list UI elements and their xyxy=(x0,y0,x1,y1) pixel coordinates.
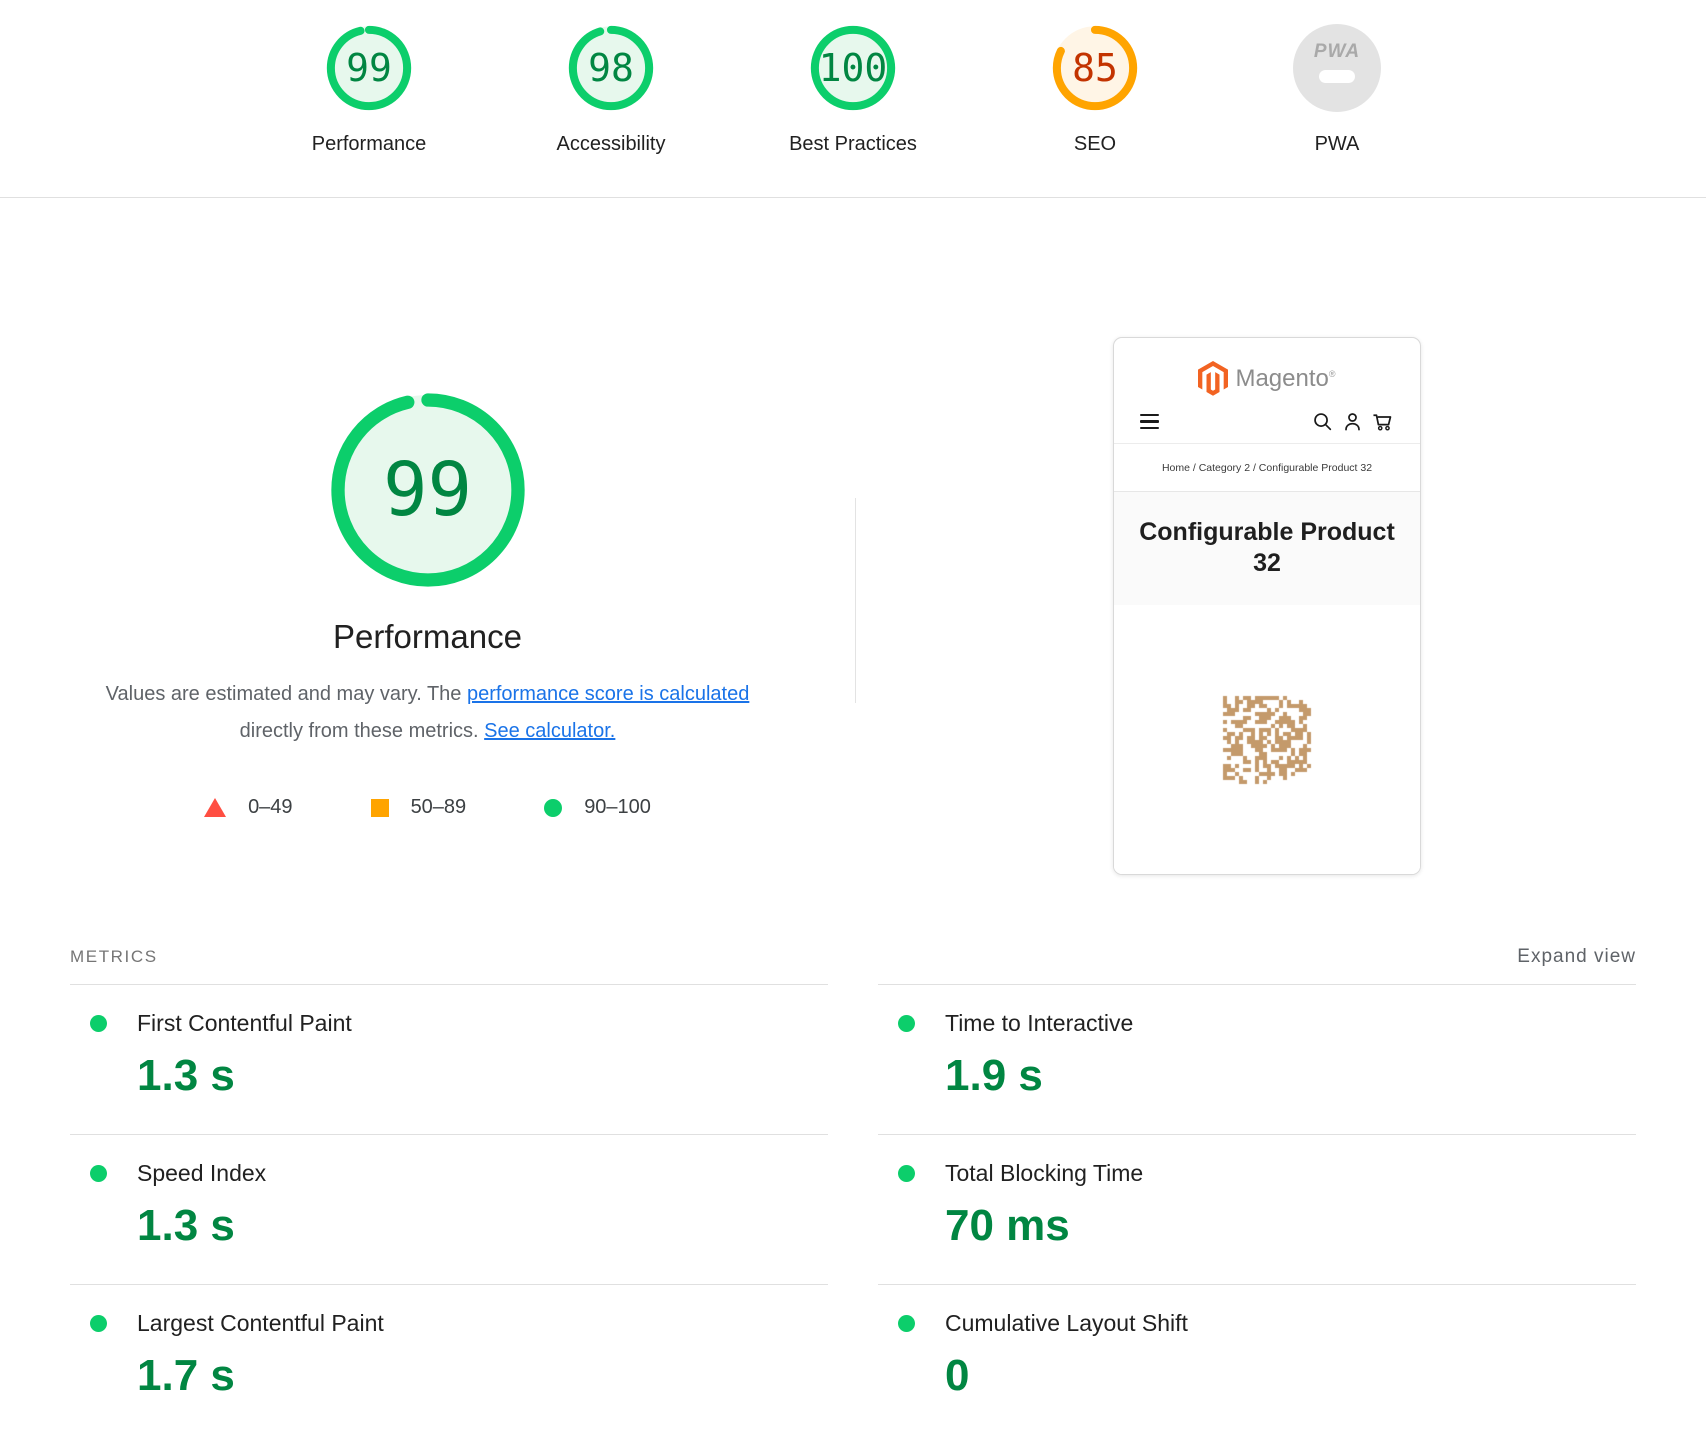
metric-value: 70 ms xyxy=(945,1201,1070,1250)
metric-value: 1.9 s xyxy=(945,1051,1043,1100)
best-practices-gauge-icon: 100 xyxy=(809,24,897,112)
score-summary-bar: 99 Performance 98 Accessibility 100 Best… xyxy=(0,0,1706,198)
performance-section-title: Performance xyxy=(333,618,522,655)
seo-label: SEO xyxy=(1073,133,1117,155)
performance-main-gauge: 99 xyxy=(328,390,528,590)
product-title: Configurable Product 32 xyxy=(1139,518,1395,577)
metric-status-dot xyxy=(898,1165,915,1182)
metric-time-to-interactive: Time to Interactive 1.9 s xyxy=(878,984,1636,1134)
summary-gauge-pwa[interactable]: PWA PWA xyxy=(1262,24,1412,156)
metric-status-dot xyxy=(90,1015,107,1032)
average-square-icon xyxy=(370,798,389,817)
summary-gauge-best-practices[interactable]: 100 Best Practices xyxy=(778,24,928,156)
account-icon xyxy=(1345,413,1360,431)
metrics-column-right: Time to Interactive 1.9 s Total Blocking… xyxy=(878,984,1636,1434)
metric-first-contentful-paint: First Contentful Paint 1.3 s xyxy=(70,984,828,1134)
pwa-label: PWA xyxy=(1314,133,1360,155)
performance-gauge-icon: 99 xyxy=(325,24,413,112)
fail-triangle-icon xyxy=(204,798,227,817)
column-divider xyxy=(855,498,856,703)
seo-gauge-icon: 85 xyxy=(1051,24,1139,112)
summary-gauge-performance[interactable]: 99 Performance xyxy=(294,24,444,156)
accessibility-label: Accessibility xyxy=(556,133,666,155)
magento-brand-text: Magento® xyxy=(1235,364,1336,392)
performance-label: Performance xyxy=(311,133,427,155)
legend-item-good: 90–100 xyxy=(544,796,651,819)
metric-status-dot xyxy=(90,1165,107,1182)
best-practices-label: Best Practices xyxy=(789,133,917,155)
good-circle-icon xyxy=(544,798,563,817)
legend-item-average: 50–89 xyxy=(370,796,467,819)
summary-gauge-accessibility[interactable]: 98 Accessibility xyxy=(536,24,686,156)
expand-view-button[interactable]: Expand view xyxy=(1517,946,1636,967)
metric-value: 1.7 s xyxy=(137,1351,235,1400)
registered-mark: ® xyxy=(1328,368,1336,379)
pwa-badge-icon: PWA xyxy=(1293,24,1381,112)
performance-main-score: 99 xyxy=(382,447,473,533)
metric-total-blocking-time: Total Blocking Time 70 ms xyxy=(878,1134,1636,1284)
pwa-badge-text: PWA xyxy=(1313,41,1361,62)
seo-score: 85 xyxy=(1072,46,1118,90)
performance-score-calculated-link[interactable]: performance score is calculated xyxy=(466,683,750,705)
accessibility-score: 98 xyxy=(588,46,634,90)
legend-range-label: 90–100 xyxy=(584,796,651,818)
product-image-area xyxy=(1114,605,1420,874)
menu-icon xyxy=(1140,413,1159,430)
product-image-qr xyxy=(1215,687,1319,792)
score-legend: 0–49 50–89 90–100 xyxy=(0,796,855,819)
preview-content: Configurable Product 32 xyxy=(1114,491,1420,874)
description-text: Values are estimated and may vary. The xyxy=(105,683,467,705)
accessibility-gauge-icon: 98 xyxy=(567,24,655,112)
metrics-column-left: First Contentful Paint 1.3 s Speed Index… xyxy=(70,984,828,1434)
legend-item-fail: 0–49 xyxy=(204,796,293,819)
see-calculator-link[interactable]: See calculator. xyxy=(484,720,616,742)
preview-action-icons xyxy=(1312,411,1394,432)
magento-logo: Magento® xyxy=(1114,338,1420,400)
performance-summary-column: 99 Performance Values are estimated and … xyxy=(0,198,855,819)
metric-value: 1.3 s xyxy=(137,1201,235,1250)
magento-mark-icon xyxy=(1198,361,1229,396)
metric-value: 0 xyxy=(945,1351,970,1400)
description-text: directly from these metrics. xyxy=(239,720,485,742)
performance-description: Values are estimated and may vary. The p… xyxy=(98,676,758,750)
summary-gauge-seo[interactable]: 85 SEO xyxy=(1020,24,1170,156)
metrics-section-label: METRICS xyxy=(70,947,158,966)
metric-status-dot xyxy=(90,1315,107,1332)
legend-range-label: 0–49 xyxy=(248,796,293,818)
metric-status-dot xyxy=(898,1015,915,1032)
preview-nav-bar xyxy=(1114,400,1420,444)
pwa-dash-icon xyxy=(1319,70,1355,83)
performance-category-section: 99 Performance Values are estimated and … xyxy=(0,198,1706,940)
metrics-header: METRICS Expand view xyxy=(70,940,1636,984)
metric-speed-index: Speed Index 1.3 s xyxy=(70,1134,828,1284)
metric-largest-contentful-paint: Largest Contentful Paint 1.7 s xyxy=(70,1284,828,1434)
metric-status-dot xyxy=(898,1315,915,1332)
best-practices-score: 100 xyxy=(818,46,888,90)
search-icon xyxy=(1314,413,1332,431)
performance-score: 99 xyxy=(346,46,392,90)
page-screenshot-thumbnail: Magento® Home / Category 2 xyxy=(1113,337,1421,875)
metric-cumulative-layout-shift: Cumulative Layout Shift 0 xyxy=(878,1284,1636,1434)
metric-value: 1.3 s xyxy=(137,1051,235,1100)
metrics-grid: First Contentful Paint 1.3 s Speed Index… xyxy=(70,984,1636,1434)
metrics-section: METRICS Expand view First Contentful Pai… xyxy=(0,940,1706,1434)
cart-icon xyxy=(1373,414,1392,431)
legend-range-label: 50–89 xyxy=(410,796,467,818)
breadcrumb: Home / Category 2 / Configurable Product… xyxy=(1161,461,1373,474)
